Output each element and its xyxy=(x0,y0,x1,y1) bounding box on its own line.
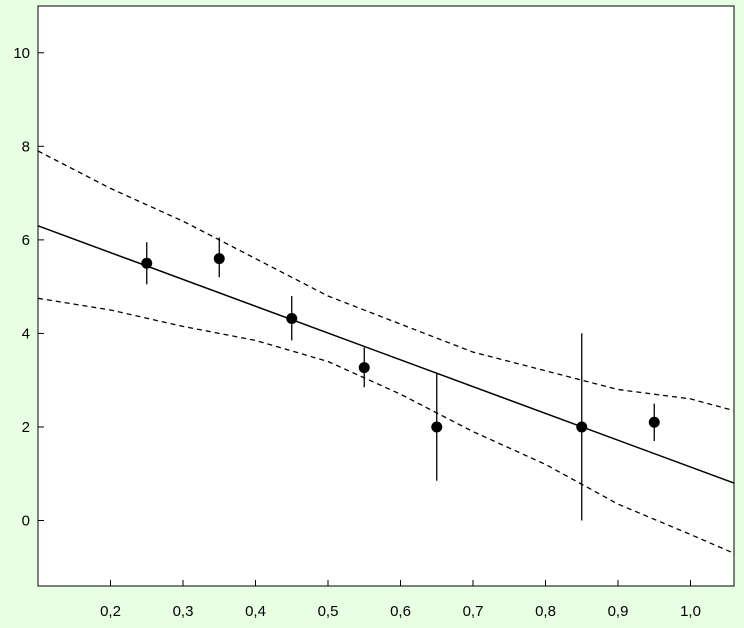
data-point-0 xyxy=(141,257,153,269)
data-point-4 xyxy=(431,421,443,433)
x-tick-label-5: 0,7 xyxy=(463,603,484,620)
x-tick-label-1: 0,3 xyxy=(173,603,194,620)
x-tick-label-8: 1,0 xyxy=(680,603,701,620)
x-tick-label-2: 0,4 xyxy=(245,603,266,620)
data-point-3 xyxy=(358,362,370,374)
fit-line xyxy=(37,225,735,484)
y-tick-label-0: 0 xyxy=(22,513,30,530)
x-tick-label-4: 0,6 xyxy=(390,603,411,620)
data-point-1 xyxy=(213,253,225,265)
x-tick-label-0: 0,2 xyxy=(100,603,121,620)
x-tick-label-7: 0,9 xyxy=(608,603,629,620)
y-tick-label-5: 10 xyxy=(13,45,30,62)
x-axis: 0,2 0,3 0,4 0,5 0,6 0,7 0,8 0,9 1,0 xyxy=(100,580,701,620)
plot-area xyxy=(37,5,735,587)
data-point-6 xyxy=(648,416,660,428)
data-point-5 xyxy=(576,421,588,433)
y-tick-label-4: 8 xyxy=(22,138,30,155)
data-points xyxy=(141,253,660,433)
regression-line xyxy=(37,225,735,484)
y-tick-label-2: 4 xyxy=(22,325,30,342)
x-tick-label-3: 0,5 xyxy=(318,603,339,620)
x-tick-label-6: 0,8 xyxy=(535,603,556,620)
data-point-2 xyxy=(286,312,298,324)
y-axis: 0 2 4 6 8 10 xyxy=(13,45,44,530)
y-tick-label-1: 2 xyxy=(22,419,30,436)
y-tick-label-3: 6 xyxy=(22,232,30,249)
